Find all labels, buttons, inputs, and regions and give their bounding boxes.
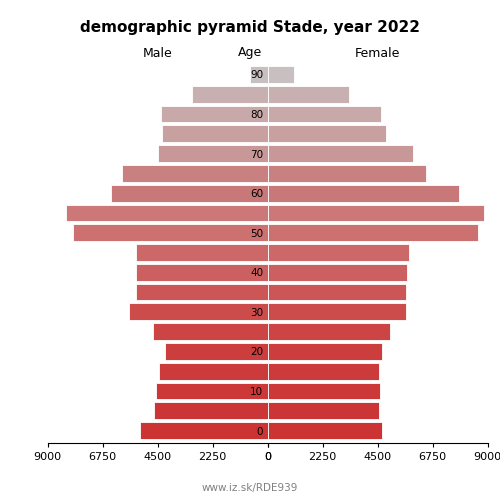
Bar	[268, 343, 382, 360]
Bar	[268, 363, 378, 380]
Title: Male: Male	[142, 47, 172, 60]
Bar	[136, 264, 268, 280]
Text: Age: Age	[238, 46, 262, 59]
Bar	[136, 284, 268, 300]
Bar	[268, 126, 386, 142]
Bar	[66, 204, 268, 222]
Bar	[268, 66, 294, 83]
Bar	[250, 66, 268, 83]
Bar	[268, 244, 410, 261]
Bar	[111, 184, 268, 202]
Bar	[158, 145, 268, 162]
Title: Female: Female	[355, 47, 400, 60]
Bar	[268, 184, 460, 202]
Bar	[268, 204, 484, 222]
Bar	[140, 422, 268, 439]
Bar	[268, 284, 406, 300]
Text: www.iz.sk/RDE939: www.iz.sk/RDE939	[202, 482, 298, 492]
Bar	[268, 264, 407, 280]
Bar	[158, 363, 268, 380]
Bar	[130, 304, 268, 320]
Bar	[73, 224, 268, 241]
Bar	[268, 422, 382, 439]
Bar	[268, 86, 349, 102]
Bar	[161, 106, 268, 122]
Bar	[268, 145, 413, 162]
Bar	[122, 165, 268, 182]
Bar	[152, 324, 268, 340]
Bar	[268, 106, 381, 122]
Bar	[192, 86, 268, 102]
Bar	[268, 382, 380, 400]
Bar	[268, 165, 426, 182]
Bar	[268, 402, 378, 419]
Bar	[268, 324, 390, 340]
Bar	[136, 244, 268, 261]
Bar	[268, 304, 406, 320]
Bar	[156, 382, 268, 400]
Bar	[154, 402, 268, 419]
Text: demographic pyramid Stade, year 2022: demographic pyramid Stade, year 2022	[80, 20, 420, 35]
Bar	[268, 224, 478, 241]
Bar	[162, 126, 268, 142]
Bar	[165, 343, 268, 360]
